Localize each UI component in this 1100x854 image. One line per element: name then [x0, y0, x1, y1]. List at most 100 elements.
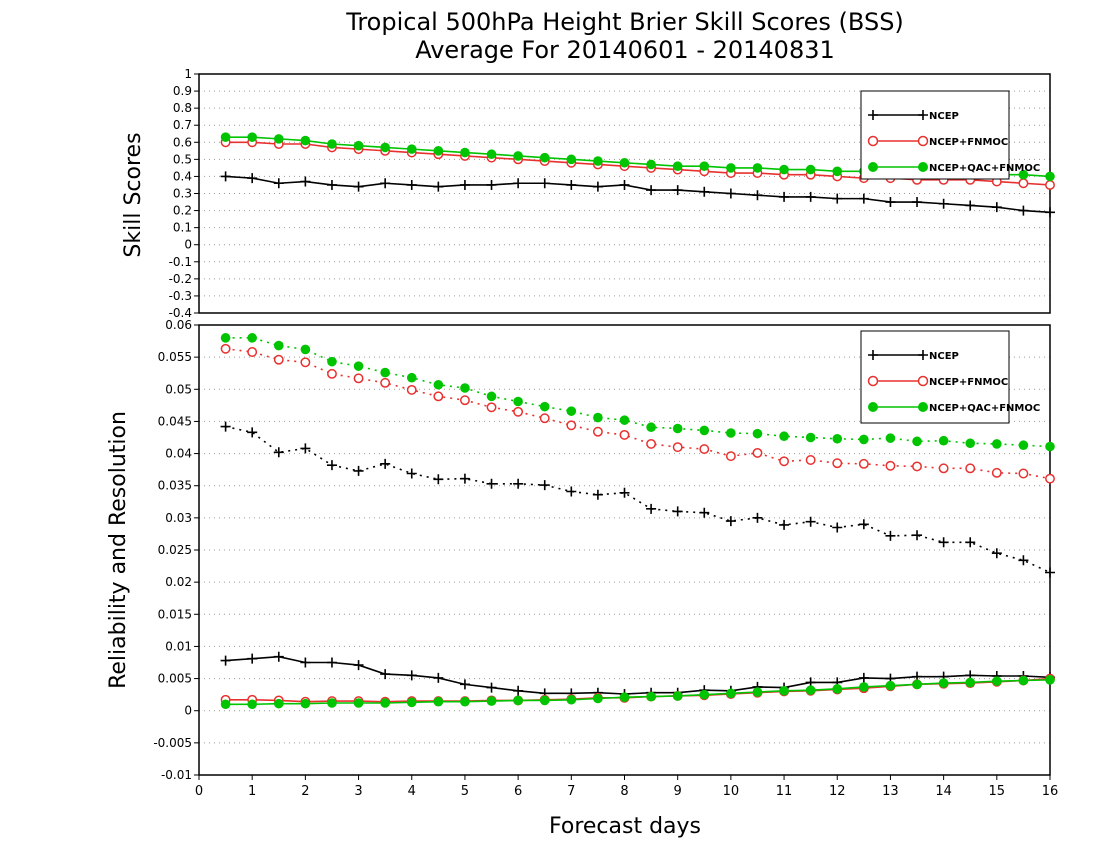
legend-marker — [918, 162, 928, 172]
data-point — [965, 537, 976, 548]
data-point — [725, 516, 736, 527]
data-point — [539, 152, 550, 163]
data-point — [699, 444, 710, 455]
data-point — [513, 151, 523, 161]
data-point — [858, 458, 869, 469]
data-point — [938, 463, 949, 474]
data-point — [326, 179, 337, 190]
data-point — [1045, 675, 1055, 685]
data-point — [353, 361, 364, 371]
data-point — [247, 347, 258, 357]
data-point — [646, 185, 657, 196]
data-point — [353, 373, 364, 384]
data-point — [300, 357, 311, 368]
data-point — [247, 699, 257, 710]
data-point — [938, 678, 949, 688]
y-tick-label: -0.3 — [169, 289, 192, 303]
data-point — [885, 433, 896, 443]
data-point — [938, 198, 949, 209]
data-point — [965, 438, 976, 449]
legend: NCEP NCEP+FNMOC NCEP+QAC+FNMOC — [860, 330, 1040, 424]
x-tick-label: 5 — [461, 784, 469, 799]
data-point — [566, 179, 577, 190]
y-tick-label: 0 — [184, 704, 192, 718]
data-point — [433, 181, 444, 192]
data-point — [353, 181, 364, 192]
x-tick-label: 4 — [408, 784, 416, 799]
y-tick-label: 0.025 — [158, 543, 192, 557]
data-point — [486, 478, 497, 489]
x-tick-label: 0 — [195, 784, 203, 799]
data-point — [220, 132, 231, 142]
data-point — [513, 396, 523, 407]
data-point — [1018, 675, 1029, 686]
data-point — [672, 423, 683, 434]
data-point — [752, 447, 763, 458]
x-tick-label: 15 — [989, 784, 1006, 799]
data-point — [912, 436, 922, 447]
data-point — [593, 156, 603, 166]
data-point — [406, 144, 417, 154]
data-point — [327, 368, 337, 379]
x-tick-label: 11 — [776, 784, 793, 799]
data-point — [885, 197, 896, 208]
data-point — [726, 428, 736, 438]
data-point — [1045, 180, 1055, 190]
data-point — [805, 191, 816, 202]
data-point — [459, 679, 470, 690]
data-point — [592, 426, 603, 437]
x-tick-label: 2 — [301, 784, 309, 799]
data-point — [991, 548, 1002, 559]
data-point — [380, 458, 391, 469]
chart-title-line2: Average For 20140601 - 20140831 — [415, 36, 835, 64]
y-tick-label: -0.1 — [169, 255, 192, 269]
data-point — [327, 356, 337, 367]
x-tick-label: 13 — [882, 784, 899, 799]
y-tick-label: 0.3 — [173, 187, 192, 201]
data-point — [646, 691, 656, 702]
series-ncep — [220, 171, 1055, 218]
data-point — [1018, 205, 1029, 216]
data-point — [1018, 169, 1029, 180]
data-point — [752, 512, 763, 523]
y-tick-label: -0.2 — [169, 272, 192, 286]
data-point — [406, 372, 417, 383]
data-point — [353, 660, 364, 671]
data-point — [460, 147, 470, 158]
legend-marker — [868, 350, 878, 360]
series-line — [225, 175, 1051, 214]
legend-marker — [868, 110, 878, 120]
y-tick-label: 1 — [184, 67, 192, 81]
data-point — [593, 412, 603, 423]
data-point — [220, 171, 231, 182]
x-tick-label: 1 — [248, 784, 256, 799]
data-point — [593, 693, 603, 704]
data-point — [486, 149, 497, 160]
x-tick-label: 9 — [674, 784, 682, 799]
data-point — [805, 516, 816, 527]
data-point — [699, 689, 710, 700]
y-tick-label: 0.2 — [173, 204, 192, 218]
data-point — [805, 164, 816, 175]
data-point — [992, 676, 1002, 686]
data-point — [672, 691, 683, 701]
y-tick-label: 0.03 — [165, 511, 192, 525]
data-point — [539, 480, 550, 491]
series-ncep — [220, 421, 1055, 578]
data-point — [619, 692, 630, 703]
data-point — [433, 146, 444, 156]
data-point — [938, 435, 949, 446]
series-line — [225, 425, 1051, 574]
data-point — [326, 657, 337, 668]
data-point — [726, 163, 736, 173]
data-point — [885, 530, 896, 541]
legend-label: NCEP — [929, 351, 959, 362]
data-point — [1045, 473, 1055, 484]
legend-marker — [918, 350, 928, 360]
data-point — [1045, 441, 1055, 452]
y-tick-label: 0.1 — [173, 221, 192, 235]
data-point — [380, 142, 390, 153]
data-point — [912, 461, 922, 472]
legend-marker — [918, 402, 928, 412]
y-tick-label: 0.045 — [158, 414, 192, 428]
